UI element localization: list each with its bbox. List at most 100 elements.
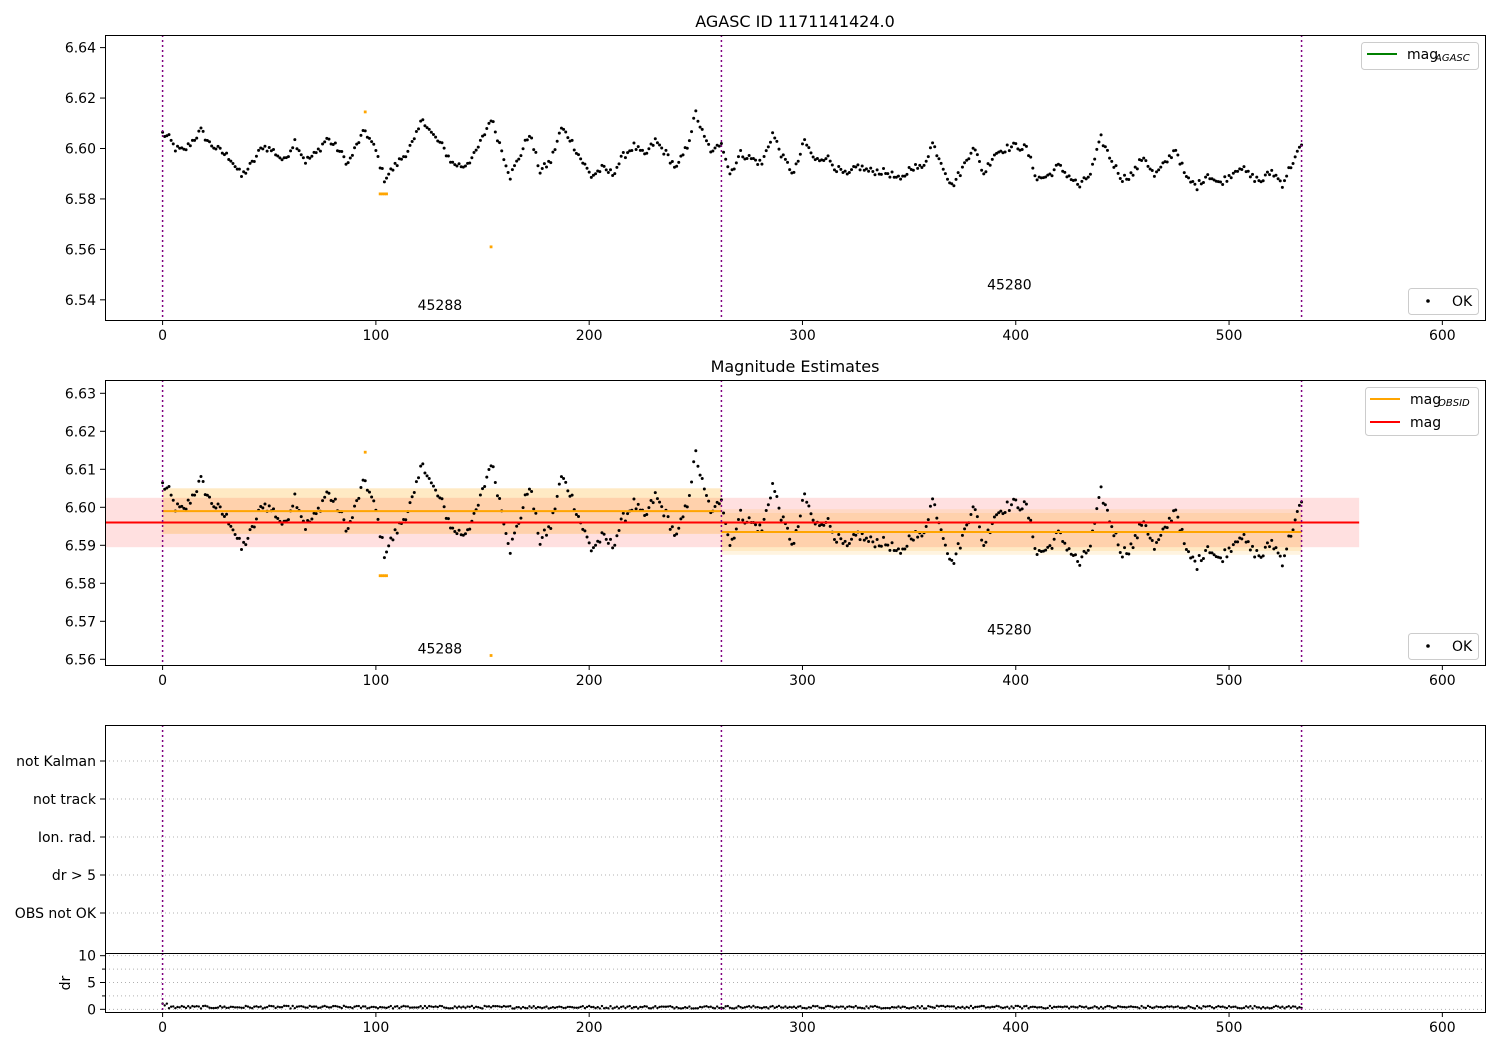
dr-point (1144, 1006, 1148, 1010)
dr-point (858, 1006, 862, 1009)
panel2-point (1148, 536, 1152, 540)
panel2-point (977, 525, 981, 529)
panel2-point (276, 517, 280, 521)
panel2-point (190, 493, 194, 497)
dr-point (229, 1005, 233, 1009)
panel1-point (969, 151, 973, 155)
panel1-point (357, 141, 361, 145)
panel2-point (613, 543, 617, 547)
panel2-point (1285, 547, 1289, 551)
dr-point (937, 1005, 941, 1008)
panel2-point (370, 495, 374, 499)
dr-point (1063, 1005, 1067, 1008)
panel1-title: AGASC ID 1171141424.0 (695, 12, 895, 31)
panel1-point (918, 163, 922, 167)
panel2-point (1180, 527, 1184, 531)
dr-point (1255, 1006, 1258, 1009)
dr-point (1029, 1005, 1032, 1009)
dr-point (948, 1005, 951, 1008)
dr-point (547, 1007, 550, 1010)
panel2-point (376, 517, 380, 521)
dr-point (651, 1006, 655, 1009)
panel1-point (1099, 133, 1103, 137)
panel1-point (583, 162, 587, 166)
panel2-point (839, 537, 843, 541)
dr-point (1261, 1005, 1265, 1009)
dr-point (541, 1006, 544, 1010)
dr-point (410, 1006, 414, 1009)
panel1-point (380, 167, 384, 171)
dr-point (1236, 1006, 1239, 1010)
dr-point (250, 1006, 254, 1010)
dr-point (765, 1006, 768, 1009)
panel1-point (442, 146, 446, 150)
dr-point (378, 1005, 382, 1009)
dr-point (1285, 1005, 1288, 1009)
panel1-point (1242, 165, 1246, 169)
panel2-point (559, 475, 563, 479)
panel2-annotation-obsid-45288: 45288 (418, 642, 463, 658)
panel2-point (862, 538, 866, 542)
panel4-data (161, 1002, 1303, 1010)
dr-point (577, 1006, 580, 1009)
dr-point (372, 1005, 375, 1009)
dr-point (212, 1006, 215, 1010)
dr-point (449, 1007, 452, 1010)
panel1-point (805, 143, 809, 147)
dr-point (1093, 1005, 1096, 1008)
panel1-point (1088, 172, 1092, 176)
panel2-point (901, 547, 905, 551)
dr-point (854, 1004, 857, 1008)
panel1-point (1167, 154, 1171, 158)
panel2-point (786, 526, 790, 530)
dr-point (590, 1005, 593, 1009)
panel1-point (348, 156, 352, 160)
panel2-point (519, 516, 523, 520)
dr-point (231, 1005, 235, 1009)
panel1-point (899, 177, 903, 181)
panel2-point (615, 534, 619, 538)
panel1-point (487, 121, 491, 125)
panel2-point (225, 512, 229, 516)
legend-label-mag: mag (1407, 47, 1438, 63)
panel2-point (1120, 555, 1124, 559)
panel2-point (672, 534, 676, 538)
panel2-point (1225, 555, 1229, 559)
dr-point (1289, 1006, 1293, 1009)
panel1-point (1150, 169, 1154, 173)
dr-point (796, 1005, 800, 1008)
panel1-point (958, 174, 962, 178)
legend-marker-ok-2 (1426, 644, 1430, 648)
panel1-point (941, 167, 945, 171)
dr-point (1125, 1006, 1128, 1009)
panel2-point (963, 527, 967, 531)
dr-point (323, 1004, 326, 1008)
panel2-point (1229, 549, 1233, 553)
panel2-point (773, 490, 777, 494)
dr-point (1099, 1005, 1103, 1009)
panel2-point (1278, 554, 1282, 558)
panel2-outlier-point (489, 654, 493, 657)
dr-point (302, 1005, 305, 1008)
dr-point (1027, 1007, 1030, 1010)
panel1-point (301, 156, 305, 160)
dr-point (1052, 1005, 1056, 1009)
dr-point (355, 1004, 358, 1008)
panel1-point (1248, 175, 1252, 179)
panel2-point (457, 528, 461, 532)
dr-point (826, 1004, 830, 1008)
dr-point (225, 1006, 228, 1010)
panel2-point (299, 515, 303, 519)
panel2-point (777, 506, 781, 510)
panel1-point (747, 153, 751, 157)
panel2-point (651, 501, 655, 505)
panel2-point (1268, 545, 1272, 549)
dr-point (1114, 1006, 1118, 1009)
panel2-point (472, 511, 476, 515)
panel1-point (1116, 171, 1120, 175)
panel1-point (197, 129, 201, 133)
panel2-point (645, 513, 649, 517)
panel1-point (1108, 156, 1112, 160)
panel1-point (640, 148, 644, 152)
dr-point (630, 1007, 634, 1010)
